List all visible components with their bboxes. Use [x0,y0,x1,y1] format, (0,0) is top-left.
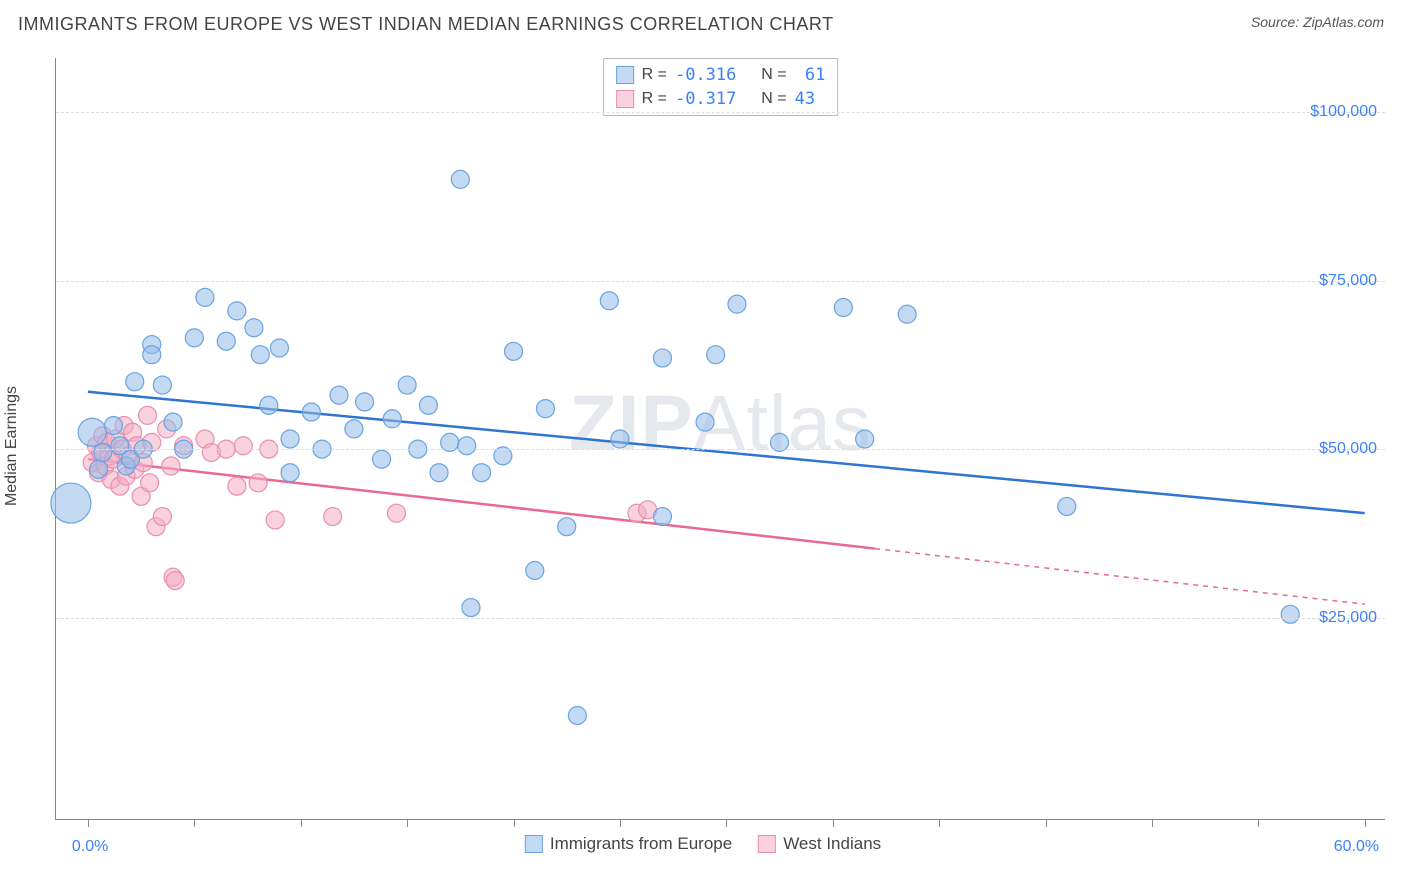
x-tick [407,819,408,827]
x-tick [620,819,621,827]
x-tick [301,819,302,827]
x-tick [194,819,195,827]
gridline [56,281,1385,282]
source-prefix: Source: [1251,14,1303,30]
legend-label-westindian: West Indians [783,834,881,854]
series-legend: Immigrants from Europe West Indians [525,834,881,854]
x-tick [1258,819,1259,827]
legend-item-westindian: West Indians [758,834,881,854]
gridline [56,449,1385,450]
x-tick [1365,819,1366,827]
x-tick [1046,819,1047,827]
x-tick [88,819,89,827]
y-tick-label: $50,000 [1319,440,1377,458]
swatch-europe [525,835,543,853]
chart-title: IMMIGRANTS FROM EUROPE VS WEST INDIAN ME… [18,14,834,35]
x-tick [726,819,727,827]
source-attribution: Source: ZipAtlas.com [1251,14,1384,30]
source-name: ZipAtlas.com [1303,14,1384,30]
x-tick [514,819,515,827]
x-tick [1152,819,1153,827]
chart-plot-area: ZIPAtlas R = -0.316 N = 61 R = -0.317 N … [55,58,1385,820]
x-axis-max-label: 60.0% [1334,838,1379,856]
scatter-svg [56,58,1385,819]
y-tick-label: $75,000 [1319,272,1377,290]
x-axis-min-label: 0.0% [72,838,108,856]
y-tick-label: $100,000 [1310,103,1377,121]
legend-item-europe: Immigrants from Europe [525,834,732,854]
gridline [56,618,1385,619]
x-tick [833,819,834,827]
y-axis-title: Median Earnings [3,386,21,506]
y-tick-label: $25,000 [1319,609,1377,627]
gridline [56,112,1385,113]
x-tick [939,819,940,827]
legend-label-europe: Immigrants from Europe [550,834,732,854]
swatch-westindian [758,835,776,853]
header-bar: IMMIGRANTS FROM EUROPE VS WEST INDIAN ME… [0,0,1406,43]
